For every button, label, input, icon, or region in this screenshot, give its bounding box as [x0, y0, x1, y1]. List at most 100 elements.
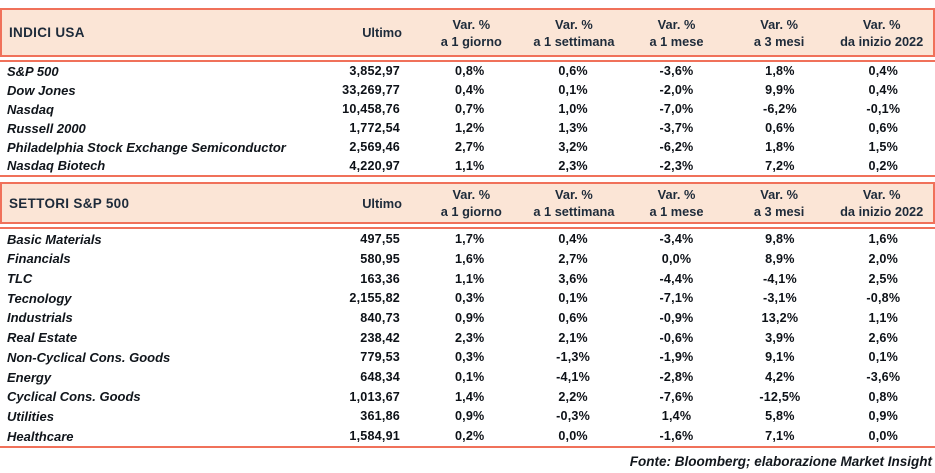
table-row: Non-Cyclical Cons. Goods 779,53 0,3% -1,3% -…: [0, 347, 935, 367]
row-label: Basic Materials: [7, 231, 102, 247]
var-value: 0,4%: [558, 232, 588, 247]
column-header-var-inizio-2022: Var. % da inizio 2022: [830, 186, 933, 220]
var-value: 1,0%: [558, 102, 588, 117]
table-row: Nasdaq 10,458,76 0,7% 1,0% -7,0% -6,2% -0,1%: [0, 100, 935, 119]
var-value: 1,8%: [765, 140, 795, 154]
column-header-ultimo: Ultimo: [362, 25, 402, 40]
var-value: -7,0%: [659, 102, 694, 117]
ultimo-value: 779,53: [360, 350, 400, 365]
var-value: -3,7%: [659, 121, 694, 136]
row-label: Tecnology: [7, 290, 72, 306]
var-value: -1,3%: [556, 350, 591, 365]
var-value: 1,3%: [558, 121, 588, 136]
table-row: Nasdaq Biotech 4,220,97 1,1% 2,3% -2,3% 7,2% 0…: [0, 156, 935, 175]
var-value: -0,3%: [556, 409, 591, 424]
var-value: -2,8%: [659, 370, 694, 384]
var-value: 1,1%: [454, 158, 485, 173]
var-value: 2,3%: [454, 330, 485, 345]
column-header-var-1-giorno: Var. % a 1 giorno: [420, 16, 523, 50]
var-value: -2,0%: [659, 83, 694, 98]
var-value: 0,8%: [868, 389, 899, 404]
var-value: 0,6%: [868, 121, 899, 136]
var-value: 1,6%: [454, 251, 485, 266]
var-value: 2,5%: [868, 271, 899, 286]
var-value: 0,6%: [558, 310, 588, 325]
var-value: 2,6%: [868, 330, 899, 345]
row-label: S&P 500: [7, 63, 59, 79]
table-row: Industrials 840,73 0,9% 0,6% -0,9% 13,2% 1,1%: [0, 308, 935, 328]
var-value: 0,0%: [661, 251, 692, 266]
var-value: 0,8%: [454, 64, 485, 79]
ultimo-value: 1,772,54: [349, 121, 400, 136]
var-value: 0,2%: [868, 158, 899, 173]
var-label-line2: a 1 giorno: [440, 33, 502, 49]
var-value: 0,3%: [454, 291, 485, 306]
var-label-line1: Var. %: [452, 187, 491, 203]
var-value: 1,6%: [868, 232, 899, 247]
indices-usa-table: INDICI USA Ultimo Var. % a 1 giorno Var.…: [0, 8, 935, 178]
column-header-var-3-mesi: Var. % a 3 mesi: [728, 16, 831, 50]
var-value: 0,1%: [454, 370, 485, 384]
var-value: 0,0%: [558, 429, 588, 444]
header-divider-line: [0, 227, 935, 230]
column-header-var-1-mese: Var. % a 1 mese: [625, 186, 728, 220]
var-label-line2: a 3 mesi: [753, 33, 805, 49]
column-header-var-1-mese: Var. % a 1 mese: [625, 16, 728, 50]
row-label: Nasdaq: [7, 101, 54, 117]
var-value: -6,2%: [762, 102, 797, 117]
var-value: -7,6%: [659, 389, 694, 404]
row-label: TLC: [7, 271, 33, 287]
var-value: 1,1%: [454, 271, 485, 286]
table-row: Energy 648,34 0,1% -4,1% -2,8% 4,2% -3,6%: [0, 367, 935, 387]
var-value: -1,9%: [659, 350, 694, 365]
var-value: 1,2%: [454, 121, 485, 136]
var-value: 0,4%: [868, 83, 899, 98]
var-value: -6,2%: [659, 140, 694, 154]
var-value: 1,4%: [661, 409, 692, 424]
var-value: 0,4%: [868, 64, 899, 79]
var-value: 0,1%: [558, 291, 588, 306]
var-label-line1: Var. %: [760, 16, 798, 32]
var-value: 5,8%: [765, 409, 795, 424]
var-label-line1: Var. %: [657, 16, 696, 32]
var-value: 7,2%: [765, 158, 795, 173]
var-label-line2: a 1 mese: [649, 204, 704, 220]
var-label-line1: Var. %: [862, 187, 901, 203]
row-label: Energy: [7, 369, 52, 385]
table-row: Dow Jones 33,269,77 0,4% 0,1% -2,0% 9,9% 0,4%: [0, 81, 935, 100]
var-value: -4,1%: [762, 271, 797, 286]
indices-usa-rows: S&P 500 3,852,97 0,8% 0,6% -3,6% 1,8% 0,4% Dow …: [0, 62, 935, 175]
var-value: 3,6%: [558, 271, 588, 286]
var-label-line1: Var. %: [862, 16, 901, 32]
var-value: 0,9%: [454, 409, 485, 424]
column-header-ultimo: Ultimo: [362, 195, 402, 211]
var-label-line2: a 1 settimana: [533, 33, 615, 49]
column-header-var-1-settimana: Var. % a 1 settimana: [523, 186, 626, 220]
ultimo-value: 497,55: [360, 232, 400, 247]
table-bottom-border: [0, 445, 935, 448]
var-label-line2: da inizio 2022: [840, 33, 924, 49]
ultimo-value: 840,73: [360, 310, 400, 325]
var-value: 0,3%: [454, 350, 485, 365]
var-value: 0,0%: [868, 429, 899, 444]
var-value: -0,1%: [866, 102, 901, 117]
ultimo-value: 10,458,76: [342, 102, 400, 117]
var-value: -0,9%: [659, 310, 694, 325]
var-label-line1: Var. %: [452, 16, 491, 32]
var-label-line2: a 1 settimana: [533, 204, 615, 220]
row-label: Utilities: [7, 408, 54, 424]
var-value: 1,4%: [454, 389, 485, 404]
var-value: 0,1%: [868, 350, 899, 365]
ultimo-value: 33,269,77: [342, 83, 400, 98]
var-label-line2: a 1 giorno: [440, 204, 502, 220]
var-value: 0,9%: [454, 310, 485, 325]
var-value: -4,1%: [556, 370, 591, 384]
var-value: -1,6%: [659, 429, 694, 444]
indices-usa-header: INDICI USA Ultimo Var. % a 1 giorno Var.…: [0, 8, 935, 57]
column-header-var-1-giorno: Var. % a 1 giorno: [420, 186, 523, 220]
ultimo-value: 648,34: [360, 370, 400, 384]
var-value: 2,7%: [558, 251, 588, 266]
var-value: 0,6%: [765, 121, 795, 136]
var-label-line1: Var. %: [555, 16, 593, 32]
table-row: Basic Materials 497,55 1,7% 0,4% -3,4% 9,8% 1,…: [0, 229, 935, 249]
